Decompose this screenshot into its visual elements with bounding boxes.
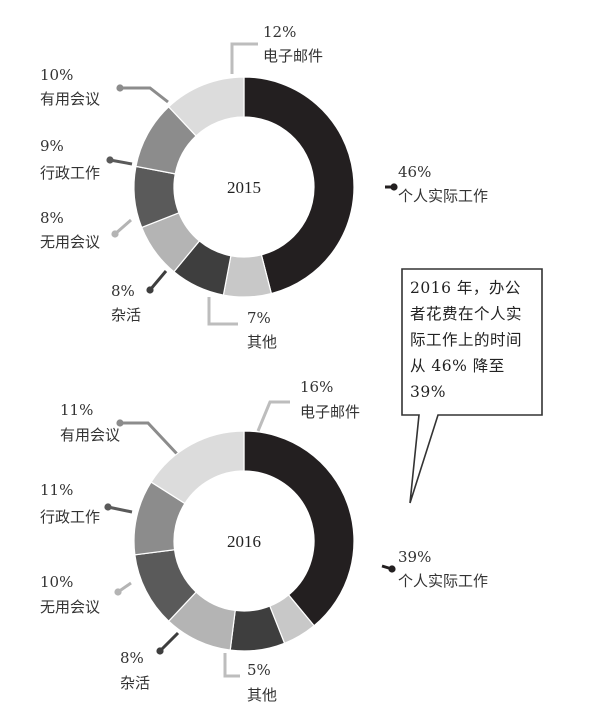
slice-category-label: 行政工作: [40, 508, 100, 526]
leader-dot-5: [116, 84, 124, 92]
leader-dot-2: [146, 286, 154, 294]
leader-line-6: [256, 400, 290, 432]
leader-dot-4: [106, 156, 114, 164]
leader-line-1: [223, 653, 240, 678]
leader-line-4: [107, 505, 133, 514]
slice-category-label: 其他: [247, 333, 277, 351]
slice-pct-label: 8%: [111, 282, 135, 300]
leader-dot-0: [390, 183, 398, 191]
donut-center-label: 2015: [227, 178, 261, 197]
callout-bubble-shape: [401, 268, 543, 504]
slice-pct-label: 8%: [40, 209, 64, 227]
slice-category-label: 杂活: [120, 674, 150, 692]
slice-pct-label: 10%: [40, 573, 73, 591]
slice-category-label: 个人实际工作: [398, 572, 488, 590]
donut-2015: 46% 个人实际工作 7% 其他 8% 杂活 8% 无用会议 9% 行政工作 10% 有用会议 12% 电…: [40, 23, 488, 351]
slice-pct-label: 7%: [247, 309, 271, 327]
callout-text: 2016 年，办公者花费在个人实际工作上的时间从 46% 降至 39%: [410, 279, 523, 401]
slice-0: [243, 430, 355, 627]
slice-category-label: 其他: [247, 686, 277, 704]
leader-line-5: [120, 421, 180, 457]
slice-pct-label: 9%: [40, 137, 64, 155]
slice-pct-label: 10%: [40, 66, 73, 84]
leader-line-6: [230, 42, 258, 74]
slice-category-label: 有用会议: [40, 90, 100, 108]
slice-pct-label: 5%: [247, 661, 271, 679]
leader-line-5: [120, 86, 169, 104]
leader-dot-3: [111, 230, 119, 238]
leader-dot-0: [388, 565, 396, 573]
slice-category-label: 无用会议: [40, 233, 100, 251]
leader-line-4: [109, 158, 133, 166]
leader-dot-3: [114, 588, 122, 596]
slice-pct-label: 11%: [40, 481, 73, 499]
slice-category-label: 无用会议: [40, 598, 100, 616]
slice-pct-label: 16%: [300, 378, 333, 396]
leader-dot-4: [104, 503, 112, 511]
slice-category-label: 个人实际工作: [398, 187, 488, 205]
slice-6: [167, 76, 245, 137]
slice-category-label: 杂活: [111, 306, 141, 324]
donut-2016: 39% 个人实际工作 5% 其他 8% 杂活 10% 无用会议 11% 行政工作 11% 有用会议 16…: [40, 378, 488, 704]
slice-category-label: 电子邮件: [300, 403, 360, 421]
leader-line-1: [207, 297, 238, 326]
slice-pct-label: 12%: [263, 23, 296, 41]
leader-dot-2: [156, 647, 164, 655]
leader-line-2: [158, 631, 180, 653]
slice-category-label: 行政工作: [40, 164, 100, 182]
slice-category-label: 有用会议: [60, 426, 120, 444]
slice-pct-label: 8%: [120, 649, 144, 667]
leader-dot-5: [116, 419, 124, 427]
slice-pct-label: 11%: [60, 401, 93, 419]
leader-line-2: [148, 270, 168, 291]
slice-category-label: 电子邮件: [263, 47, 323, 65]
slice-pct-label: 39%: [398, 548, 431, 566]
slice-0: [243, 76, 355, 295]
slice-6: [150, 430, 245, 505]
donut-center-label: 2016: [227, 532, 261, 551]
slice-pct-label: 46%: [398, 163, 431, 181]
